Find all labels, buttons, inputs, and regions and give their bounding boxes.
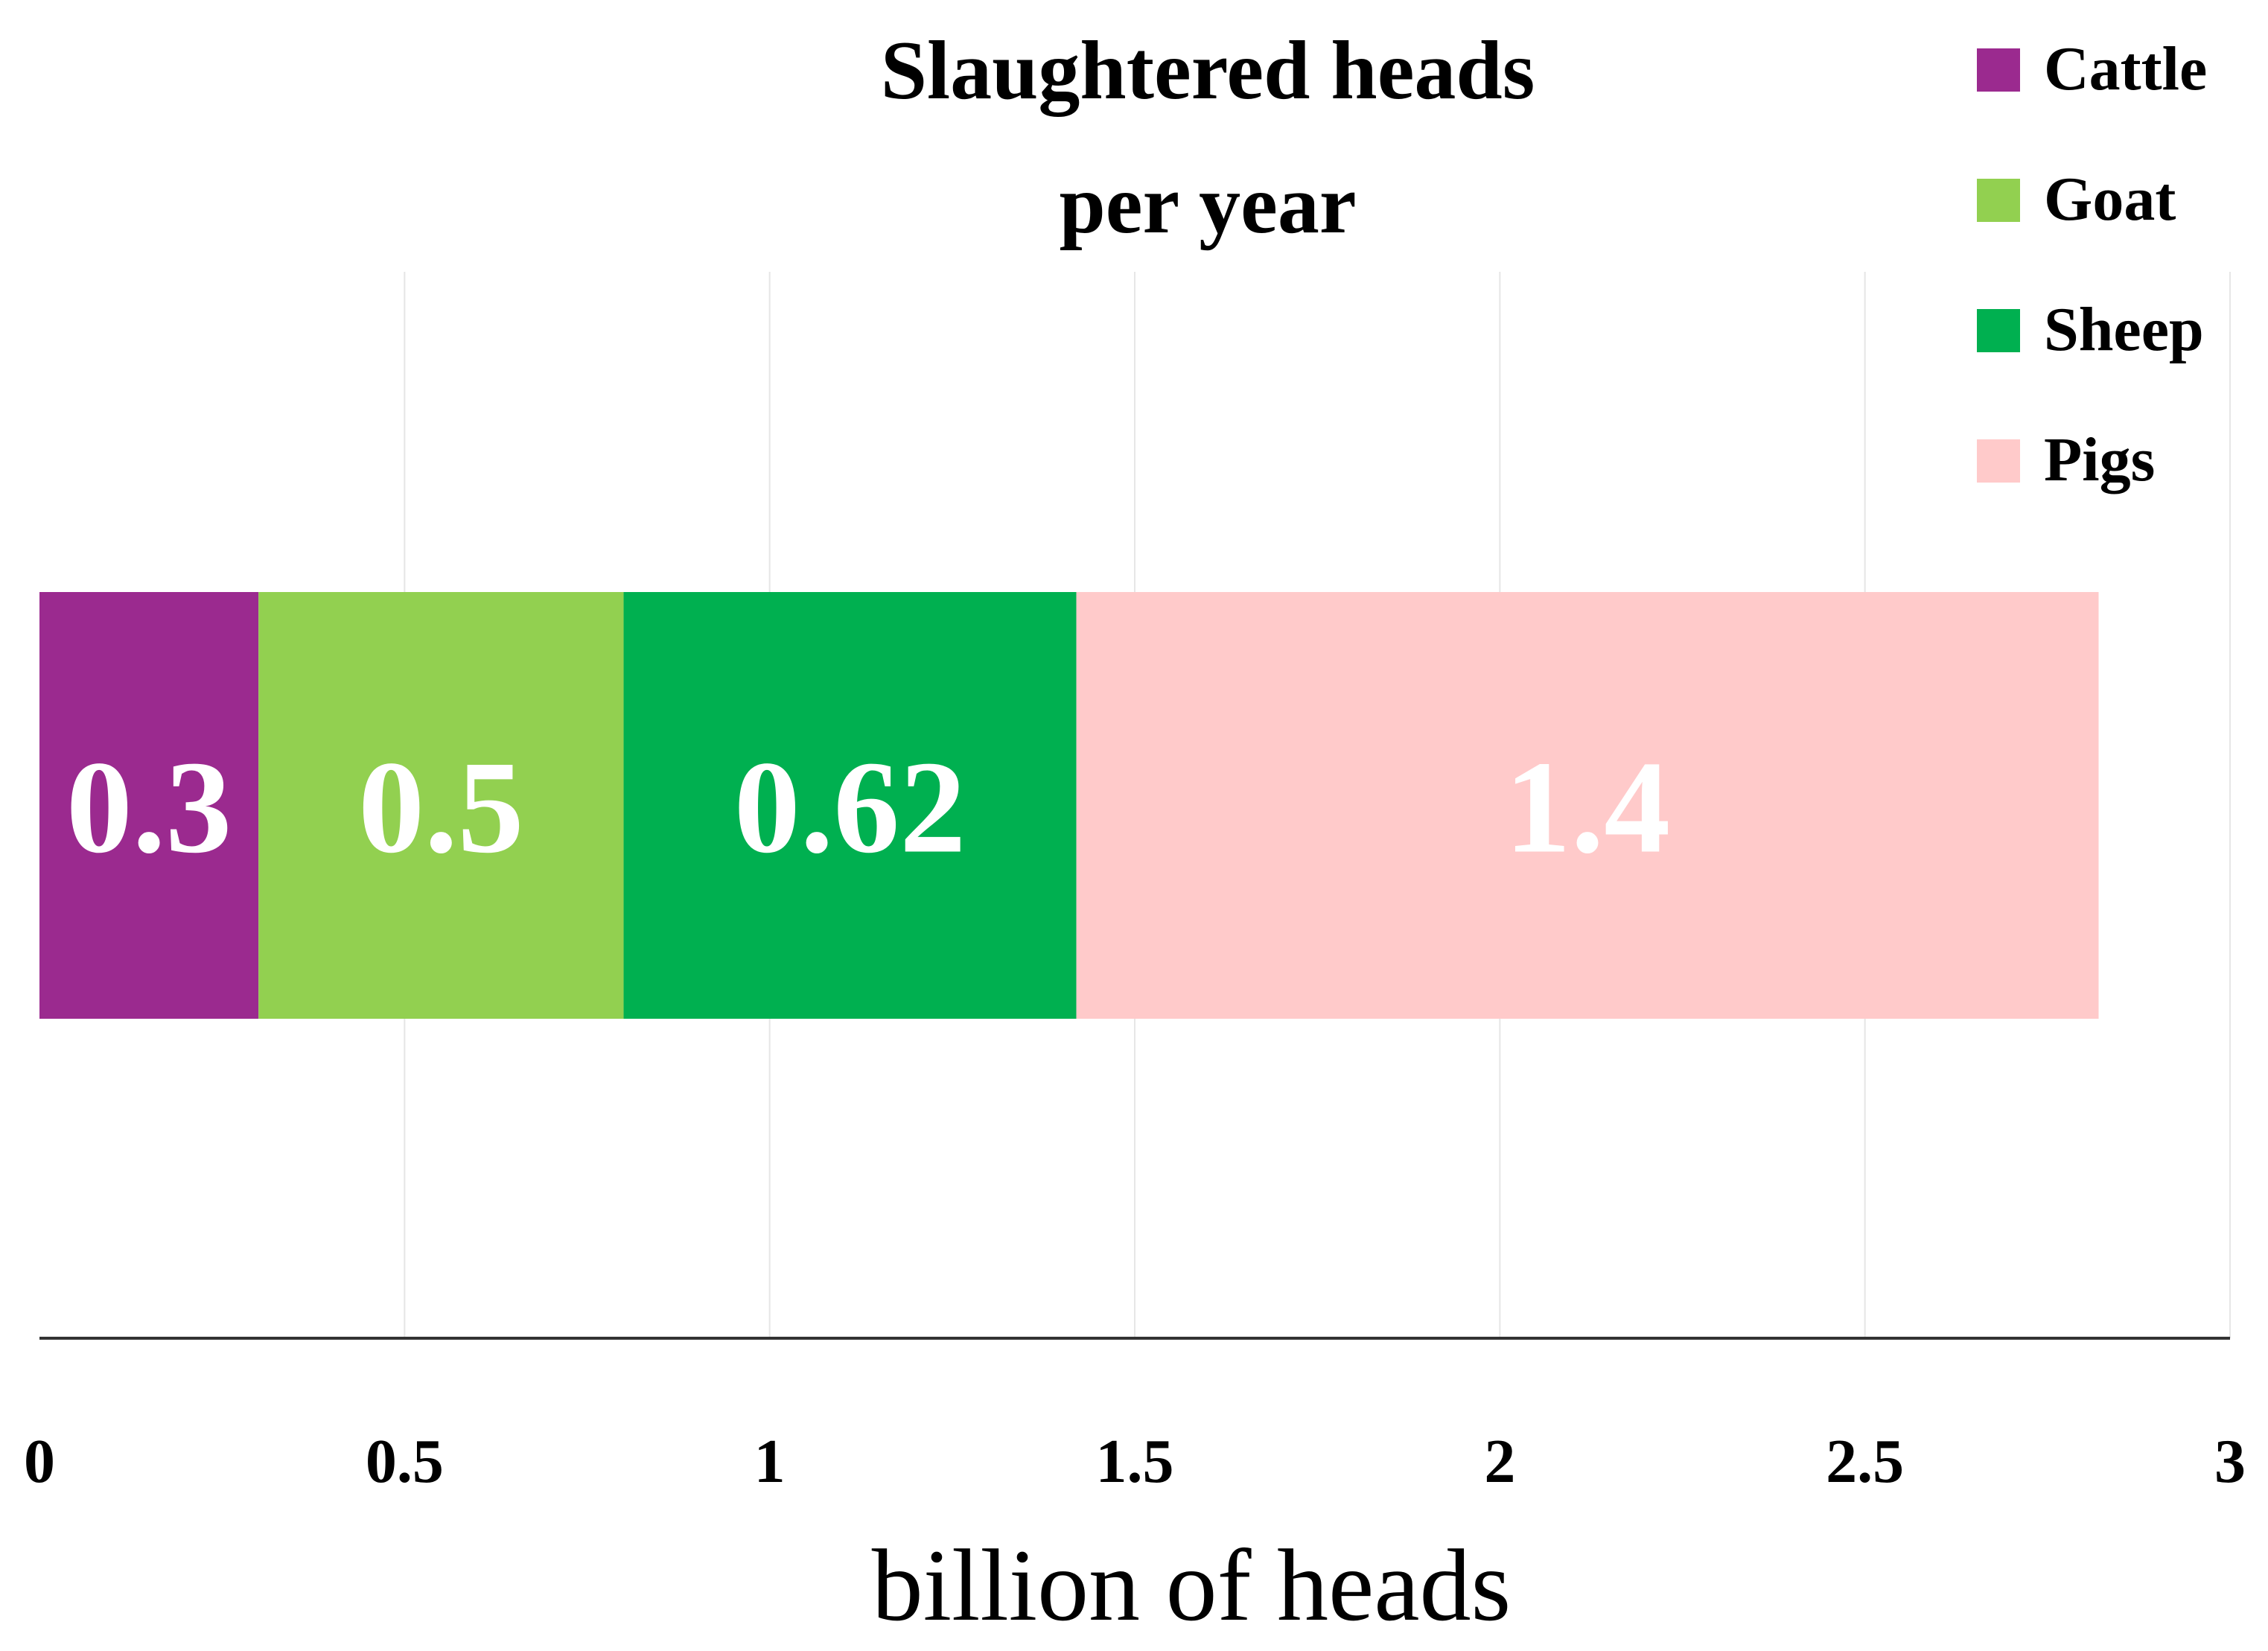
x-tick-labels: 0 0.5 1 1.5 2 2.5 3 [24, 1427, 2246, 1496]
legend-swatch-pigs [1977, 439, 2020, 483]
data-label-pigs: 1.4 [1505, 734, 1671, 881]
x-tick-label: 2.5 [1826, 1427, 1904, 1496]
data-label-goat: 0.5 [358, 734, 524, 881]
legend: Cattle Goat Sheep Pigs [1977, 34, 2207, 494]
x-tick-label: 0.5 [366, 1427, 444, 1496]
bar-segment-pigs [1076, 592, 2099, 1019]
bar-segments: 0.3 0.5 0.62 1.4 [39, 592, 2099, 1019]
x-tick-label: 0 [24, 1427, 55, 1496]
x-tick-label: 2 [1484, 1427, 1515, 1496]
chart-title-line-1: Slaughtered heads [881, 25, 1535, 117]
data-label-sheep: 0.62 [734, 734, 966, 881]
bar-segment-sheep [623, 592, 1077, 1019]
legend-swatch-goat [1977, 179, 2020, 222]
legend-label-sheep: Sheep [2044, 295, 2204, 364]
legend-swatch-cattle [1977, 48, 2020, 92]
data-label-cattle: 0.3 [66, 734, 232, 881]
bar-segment-cattle [39, 592, 259, 1019]
x-tick-label: 1.5 [1096, 1427, 1174, 1496]
legend-label-pigs: Pigs [2044, 425, 2155, 494]
x-tick-label: 3 [2214, 1427, 2246, 1496]
x-axis-title: billion of heads [872, 1528, 1512, 1642]
x-tick-label: 1 [754, 1427, 786, 1496]
bar-segment-goat [258, 592, 624, 1019]
legend-swatch-sheep [1977, 309, 2020, 352]
legend-label-cattle: Cattle [2044, 34, 2207, 104]
legend-label-goat: Goat [2044, 165, 2176, 234]
chart-title-line-2: per year [1059, 159, 1356, 251]
